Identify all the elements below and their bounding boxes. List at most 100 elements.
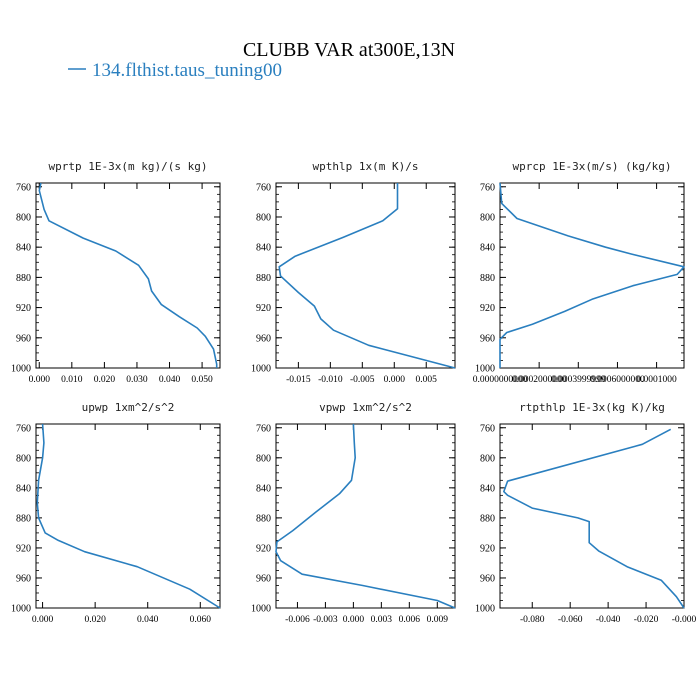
panels: wprtp 1E-3x(m kg)/(s kg) 760 800 840 880 920 9…: [11, 160, 697, 625]
y-tick-label: 840: [16, 483, 31, 494]
panel-title: rtpthlp 1E-3x(kg K)/kg: [519, 401, 665, 414]
series-line: [275, 423, 456, 609]
x-tick-label: 0.0000000000: [473, 375, 528, 385]
y-tick-label: 920: [256, 543, 271, 554]
y-tick-label: 800: [16, 453, 31, 464]
panel-title: wprtp 1E-3x(m kg)/(s kg): [49, 160, 208, 173]
x-tick-label: -0.006: [285, 615, 310, 625]
y-tick-label: 960: [256, 333, 271, 344]
y-tick-label: 880: [16, 273, 31, 284]
y-tick-label: 840: [256, 243, 271, 254]
x-tick-label: 0.003: [371, 615, 393, 625]
panel-6: rtpthlp 1E-3x(kg K)/kg 760 800 840 880 920 960…: [475, 401, 697, 625]
plot-frame: [499, 423, 685, 609]
y-tick-label: 840: [480, 243, 495, 254]
plot-frame: [275, 423, 456, 609]
x-tick-label: 0.000: [384, 375, 406, 385]
series-line: [499, 182, 685, 368]
x-tick-label: 0.040: [159, 375, 181, 385]
y-tick-label: 880: [480, 273, 495, 284]
series-line: [36, 423, 221, 609]
x-tick-label: -0.015: [286, 375, 311, 385]
x-tick-label: -0.080: [520, 615, 545, 625]
x-tick-label: 0.009: [427, 615, 449, 625]
figure-legend: 134.flthist.taus_tuning00: [68, 60, 282, 81]
x-tick-label: 0.030: [126, 375, 148, 385]
x-tick-label: 0.000: [343, 615, 365, 625]
y-tick-label: 760: [16, 182, 31, 193]
y-tick-label: 800: [256, 212, 271, 223]
plot-frame: [275, 182, 456, 369]
x-tick-label: -0.060: [558, 615, 583, 625]
y-tick-label: 880: [480, 513, 495, 524]
y-tick-label: 800: [256, 453, 271, 464]
y-tick-label: 800: [480, 453, 495, 464]
y-tick-label: 1000: [475, 604, 495, 615]
y-tick-label: 880: [256, 513, 271, 524]
y-tick-label: 760: [480, 182, 495, 193]
series-line: [38, 182, 218, 368]
x-tick-label: 0.0002000000: [512, 375, 567, 385]
x-tick-label: 0.0001000: [636, 375, 677, 385]
y-tick-label: 960: [480, 573, 495, 584]
y-tick-label: 920: [480, 303, 495, 314]
x-tick-label: 0.040: [137, 615, 159, 625]
panel-1: wprtp 1E-3x(m kg)/(s kg) 760 800 840 880 920 9…: [11, 160, 221, 385]
panel-title: vpwp 1xm^2/s^2: [319, 401, 412, 414]
x-tick-label: 0.0003999999: [551, 375, 606, 385]
y-tick-label: 1000: [11, 604, 31, 615]
x-tick-label: 0.010: [61, 375, 83, 385]
y-tick-label: 800: [480, 212, 495, 223]
y-tick-label: 960: [256, 573, 271, 584]
y-tick-label: 760: [480, 423, 495, 434]
panel-title: upwp 1xm^2/s^2: [82, 401, 175, 414]
x-tick-label: 0.020: [94, 375, 116, 385]
y-tick-label: 960: [480, 333, 495, 344]
legend-label: 134.flthist.taus_tuning00: [92, 60, 282, 81]
x-tick-label: 0.005: [416, 375, 438, 385]
x-tick-label: -0.010: [318, 375, 343, 385]
y-tick-label: 1000: [251, 604, 271, 615]
panel-title: wpthlp 1x(m K)/s: [313, 160, 419, 173]
y-tick-label: 760: [256, 182, 271, 193]
y-tick-label: 880: [16, 513, 31, 524]
x-tick-label: -0.020: [634, 615, 659, 625]
plot-frame: [35, 423, 221, 609]
y-tick-label: 920: [256, 303, 271, 314]
y-tick-label: 1000: [251, 364, 271, 375]
y-tick-label: 920: [16, 303, 31, 314]
plot-frame: [499, 182, 685, 369]
x-tick-label: -0.000: [672, 615, 697, 625]
y-tick-label: 920: [16, 543, 31, 554]
x-tick-label: 0.050: [191, 375, 213, 385]
y-tick-label: 840: [480, 483, 495, 494]
x-tick-label: 0.006: [399, 615, 421, 625]
y-tick-label: 880: [256, 273, 271, 284]
x-tick-label: 0.000: [32, 615, 54, 625]
y-tick-label: 760: [16, 423, 31, 434]
figure-title: CLUBB VAR at300E,13N: [243, 39, 455, 61]
series-line: [502, 428, 685, 609]
y-tick-label: 800: [16, 212, 31, 223]
x-tick-label: -0.040: [596, 615, 621, 625]
plot-frame: [35, 182, 221, 369]
y-tick-label: 840: [256, 483, 271, 494]
panel-5: vpwp 1xm^2/s^2 760 800 840 880 920 960 1000 -0.0…: [251, 401, 456, 625]
series-line: [278, 183, 456, 369]
panel-4: upwp 1xm^2/s^2 760 800 840 880 920 960 10000.00…: [11, 401, 221, 625]
panel-title: wprcp 1E-3x(m/s) (kg/kg): [513, 160, 672, 173]
y-tick-label: 960: [16, 573, 31, 584]
x-tick-label: -0.003: [313, 615, 338, 625]
y-tick-label: 1000: [11, 364, 31, 375]
x-tick-label: 0.060: [190, 615, 212, 625]
x-tick-label: -0.005: [350, 375, 375, 385]
y-tick-label: 1000: [475, 364, 495, 375]
y-tick-label: 840: [16, 243, 31, 254]
y-tick-label: 760: [256, 423, 271, 434]
x-tick-label: 0.000: [29, 375, 51, 385]
x-tick-label: 0.020: [84, 615, 106, 625]
panel-2: wpthlp 1x(m K)/s 760 800 840 880 920 960 1000 -0…: [251, 160, 456, 385]
panel-3: wprcp 1E-3x(m/s) (kg/kg) 760 800 840 880 920 9…: [473, 160, 685, 385]
y-tick-label: 960: [16, 333, 31, 344]
